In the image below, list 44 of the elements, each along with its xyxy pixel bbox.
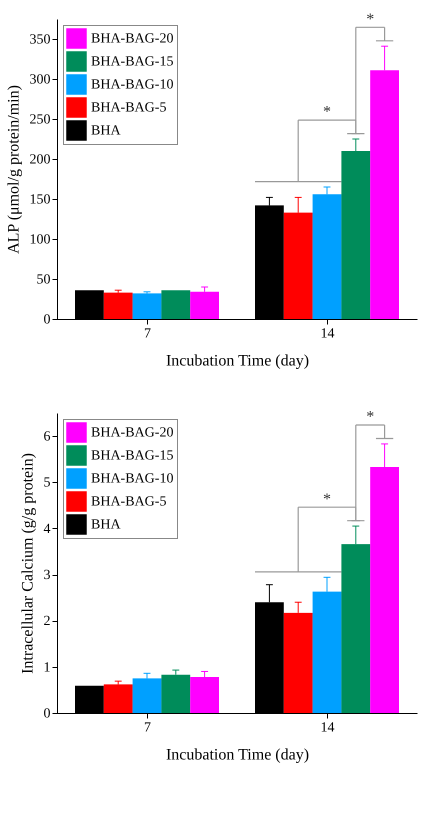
y-tick-label: 4 bbox=[44, 522, 50, 537]
legend-label: BHA-BAG-20 bbox=[91, 32, 174, 46]
legend-label: BHA-BAG-10 bbox=[91, 78, 174, 92]
y-tick-label: 300 bbox=[30, 72, 50, 88]
legend-label: BHA-BAG-20 bbox=[91, 426, 174, 440]
y-tick-label: 0 bbox=[44, 312, 50, 328]
bar bbox=[132, 678, 162, 713]
legend-label: BHA bbox=[91, 518, 122, 532]
y-tick-label: 100 bbox=[30, 232, 50, 248]
bar bbox=[161, 290, 190, 319]
x-tick-label: 14 bbox=[320, 720, 334, 736]
annotation: * bbox=[323, 104, 331, 121]
legend-label: BHA bbox=[91, 124, 122, 138]
legend-label: BHA-BAG-10 bbox=[91, 472, 174, 486]
y-tick-label: 0 bbox=[44, 706, 50, 722]
x-axis-title: Incubation Time (day) bbox=[166, 352, 310, 370]
legend-label: BHA-BAG-15 bbox=[91, 54, 174, 70]
bar bbox=[132, 293, 162, 319]
y-tick-label: 3 bbox=[44, 568, 50, 584]
x-axis-title: Incubation Time (day) bbox=[166, 746, 310, 764]
y-tick-label: 5 bbox=[44, 476, 50, 491]
legend-label: BHA-BAG-5 bbox=[91, 494, 166, 510]
bar bbox=[161, 674, 190, 713]
y-tick-label: 1 bbox=[44, 660, 50, 676]
x-tick-label: 7 bbox=[144, 326, 151, 342]
legend-label: BHA-BAG-15 bbox=[91, 448, 174, 464]
legend-label: BHA-BAG-5 bbox=[91, 100, 166, 116]
bar bbox=[190, 292, 219, 319]
bar bbox=[104, 292, 133, 319]
y-axis-title: Intracellular Calcium (g/g protein) bbox=[20, 453, 36, 674]
y-tick-label: 150 bbox=[30, 192, 50, 208]
y-tick-label: 200 bbox=[30, 152, 50, 168]
y-tick-label: 350 bbox=[30, 32, 50, 48]
x-tick-label: 7 bbox=[144, 720, 151, 736]
y-tick-label: 6 bbox=[44, 430, 50, 445]
y-tick-label: 2 bbox=[44, 614, 50, 630]
annotation: * bbox=[323, 490, 331, 508]
y-tick-label: 50 bbox=[36, 272, 50, 288]
annotation: * bbox=[366, 10, 374, 28]
y-axis-title: ALP (μmol/g protein/min) bbox=[6, 85, 22, 254]
bar bbox=[104, 684, 133, 713]
annotation: * bbox=[366, 408, 374, 426]
x-tick-label: 14 bbox=[320, 326, 334, 342]
y-tick-label: 250 bbox=[30, 112, 50, 128]
